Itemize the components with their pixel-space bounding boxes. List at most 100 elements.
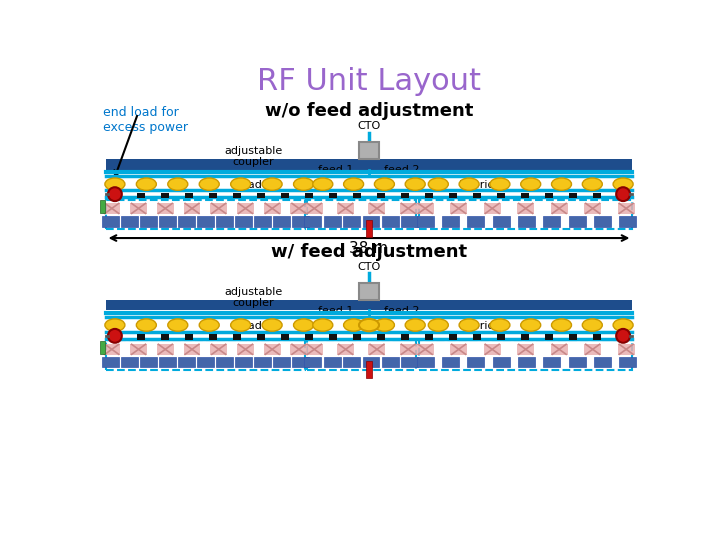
Bar	[419, 340, 632, 370]
Text: RF Unit Layout: RF Unit Layout	[257, 68, 481, 96]
Bar	[619, 357, 636, 367]
Ellipse shape	[374, 319, 395, 331]
Bar	[216, 357, 233, 367]
Bar	[282, 334, 289, 340]
Text: CTO: CTO	[357, 121, 381, 131]
Bar	[417, 343, 433, 355]
Bar	[363, 357, 379, 367]
Ellipse shape	[582, 319, 603, 331]
Text: load: load	[238, 321, 261, 331]
Bar	[104, 202, 120, 214]
Bar	[473, 193, 481, 198]
Ellipse shape	[312, 178, 333, 190]
Circle shape	[616, 329, 630, 343]
Bar	[449, 193, 456, 198]
Text: load: load	[238, 179, 261, 190]
Ellipse shape	[459, 178, 479, 190]
Ellipse shape	[199, 178, 219, 190]
Bar	[324, 217, 341, 226]
Bar	[366, 220, 372, 237]
Text: 38 m: 38 m	[349, 241, 389, 256]
Bar	[140, 217, 157, 226]
Bar	[121, 357, 138, 367]
Bar	[518, 217, 535, 226]
Bar	[282, 193, 289, 198]
Bar	[290, 202, 307, 214]
Ellipse shape	[168, 178, 188, 190]
Bar	[113, 334, 121, 340]
Ellipse shape	[168, 319, 188, 331]
Ellipse shape	[262, 319, 282, 331]
Ellipse shape	[294, 319, 314, 331]
Bar	[569, 357, 585, 367]
Bar	[450, 343, 467, 355]
Bar	[551, 343, 567, 355]
Bar	[305, 357, 321, 367]
Circle shape	[108, 329, 122, 343]
Bar	[106, 159, 632, 170]
Bar	[497, 193, 505, 198]
Bar	[257, 334, 265, 340]
Bar	[257, 193, 265, 198]
Bar	[417, 357, 433, 367]
Bar	[99, 200, 105, 213]
Ellipse shape	[230, 178, 251, 190]
Bar	[237, 343, 254, 355]
Text: adjustable
coupler: adjustable coupler	[225, 146, 283, 167]
Ellipse shape	[312, 319, 333, 331]
Bar	[492, 357, 510, 367]
Bar	[273, 217, 290, 226]
Bar	[216, 217, 233, 226]
Bar	[517, 343, 534, 355]
Bar	[329, 334, 337, 340]
Bar	[329, 193, 337, 198]
Bar	[359, 283, 379, 300]
Bar	[102, 357, 119, 367]
Text: hybrid: hybrid	[459, 321, 495, 331]
Bar	[106, 200, 305, 229]
Bar	[382, 357, 399, 367]
Ellipse shape	[405, 178, 426, 190]
Bar	[130, 202, 147, 214]
Text: feed 1: feed 1	[318, 306, 354, 316]
Ellipse shape	[490, 178, 510, 190]
Bar	[425, 334, 433, 340]
Bar	[354, 193, 361, 198]
Bar	[324, 357, 341, 367]
Bar	[401, 334, 409, 340]
Bar	[102, 217, 119, 226]
Bar	[569, 193, 577, 198]
Bar	[178, 217, 195, 226]
Ellipse shape	[343, 178, 364, 190]
Text: feed 1: feed 1	[318, 165, 354, 175]
Bar	[417, 202, 433, 214]
Ellipse shape	[613, 178, 633, 190]
Bar	[185, 334, 193, 340]
Bar	[106, 300, 632, 310]
Bar	[521, 334, 528, 340]
Bar	[305, 193, 313, 198]
Text: CTO: CTO	[357, 262, 381, 272]
Bar	[254, 217, 271, 226]
Ellipse shape	[136, 319, 156, 331]
Ellipse shape	[136, 178, 156, 190]
Bar	[400, 202, 417, 214]
Bar	[594, 217, 611, 226]
Bar	[235, 357, 252, 367]
Bar	[264, 343, 281, 355]
Bar	[467, 357, 485, 367]
Bar	[545, 334, 553, 340]
Bar	[467, 217, 485, 226]
Bar	[545, 193, 553, 198]
Ellipse shape	[230, 319, 251, 331]
Circle shape	[108, 187, 122, 201]
Text: adjustable
coupler: adjustable coupler	[225, 287, 283, 308]
Bar	[417, 217, 433, 226]
Bar	[264, 202, 281, 214]
Bar	[619, 217, 636, 226]
Bar	[544, 217, 560, 226]
Ellipse shape	[374, 178, 395, 190]
Bar	[307, 200, 416, 229]
Bar	[518, 357, 535, 367]
Text: hybrid: hybrid	[459, 179, 495, 190]
